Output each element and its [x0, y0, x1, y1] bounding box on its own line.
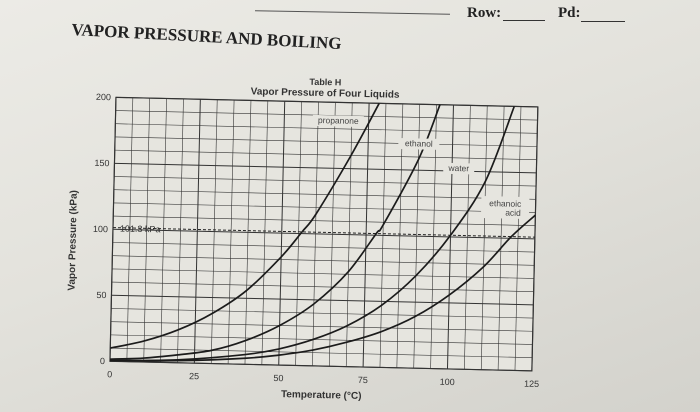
series-label-ethanoic-acid-line2: acid: [505, 208, 521, 218]
y-tick-label: 0: [100, 356, 105, 366]
grid-line-y: [113, 215, 536, 226]
y-axis-label: Vapor Pressure (kPa): [67, 190, 80, 291]
grid-line-y: [110, 321, 533, 332]
series-line-ethanol: [109, 104, 441, 361]
series-layer: [109, 102, 536, 362]
series-line-ethanoic-acid: [109, 214, 536, 362]
series-label-ethanoic-acid: ethanoic: [489, 198, 522, 209]
grid-line-y: [114, 176, 537, 187]
x-tick-label: 0: [107, 369, 112, 379]
grid-line-y: [112, 268, 534, 279]
series-line-propanone: [110, 102, 380, 349]
grid-lines: [109, 96, 539, 372]
grid-line-y: [115, 136, 537, 147]
grid-line-y: [112, 242, 535, 253]
period-blank[interactable]: [581, 21, 625, 22]
grid-line-y: [114, 149, 537, 160]
grid-line-y: [110, 347, 533, 358]
grid-line-y: [112, 228, 535, 240]
series-label-bg: [312, 114, 364, 128]
x-axis-label: Temperature (°C): [281, 389, 362, 402]
y-tick-label: 150: [94, 158, 109, 168]
series-label-propanone: propanone: [318, 115, 359, 126]
grid-line-y: [115, 123, 538, 134]
x-tick-label: 25: [189, 371, 199, 381]
series-label-ethanol: ethanol: [405, 138, 433, 149]
chart-subtitle: Vapor Pressure of Four Liquids: [251, 86, 401, 100]
grid-line-y: [111, 308, 534, 319]
series-label-bg: [480, 195, 530, 220]
grid-line-y: [113, 202, 536, 213]
x-tick-label: 50: [273, 373, 283, 383]
chart-title: Table H: [309, 77, 341, 88]
series-label-water: water: [447, 163, 469, 173]
y-tick-label: 100: [93, 224, 108, 234]
x-tick-label: 125: [524, 379, 539, 389]
grid-line-y: [112, 255, 535, 266]
y-tick-label: 50: [96, 290, 106, 300]
series-label-bg: [398, 137, 440, 150]
ticks-layer: 0 25 50 75 100 125 0 50 100 150 200: [93, 92, 539, 389]
reference-label: 101.3 kPa: [120, 223, 161, 234]
grid-line-y: [111, 281, 534, 292]
grid-line-y: [110, 334, 533, 345]
grid-line-y: [111, 294, 534, 306]
x-tick-label: 100: [440, 377, 455, 387]
series-label-bg: [443, 162, 475, 175]
row-blank[interactable]: [503, 20, 545, 21]
x-tick-label: 75: [358, 375, 368, 385]
grid-line-y: [115, 96, 538, 108]
grid-line-y: [113, 189, 536, 200]
y-tick-label: 200: [96, 92, 111, 102]
reference-line: [112, 227, 535, 238]
grid-line-y: [109, 360, 532, 372]
period-label: Pd:: [558, 5, 581, 21]
series-line-water: [109, 106, 516, 362]
row-label: Row:: [467, 5, 502, 21]
